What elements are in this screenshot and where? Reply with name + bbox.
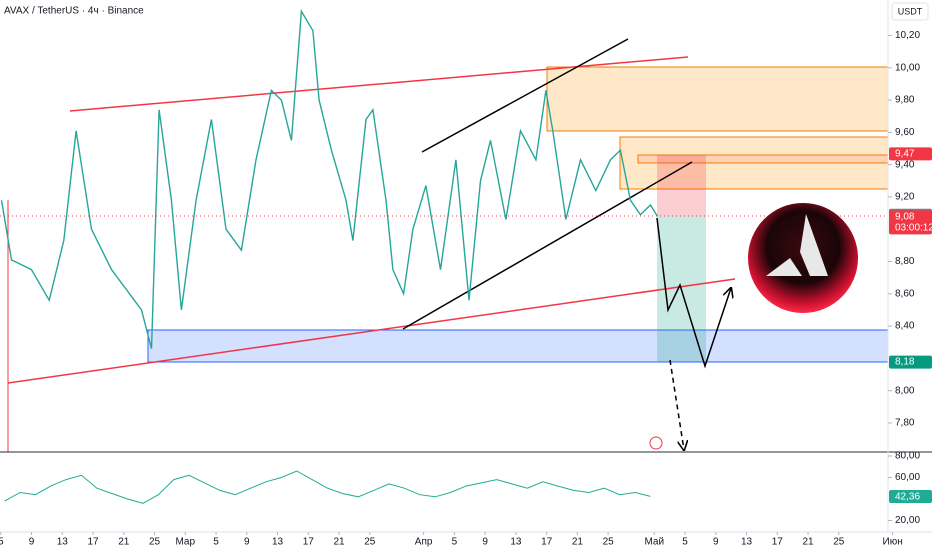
trendline	[7, 278, 736, 384]
x-tick-label: Май	[644, 537, 664, 548]
last-value-label: 42,36	[895, 492, 920, 503]
x-tick-label: 9	[29, 537, 35, 548]
x-tick-label: 17	[772, 537, 784, 548]
y-tick-label: 8,00	[895, 385, 915, 396]
price-label: 8,18	[895, 357, 915, 368]
x-tick-label: 5	[0, 537, 4, 548]
y-tick-label: 60,00	[895, 472, 920, 483]
supply-zone	[546, 66, 889, 132]
y-tick-label: 9,40	[895, 159, 915, 170]
x-tick-label: 13	[510, 537, 522, 548]
x-tick-label: Июн	[883, 537, 903, 548]
x-tick-label: 9	[713, 537, 719, 548]
last-value-bg	[889, 489, 932, 503]
x-tick-label: 25	[149, 537, 161, 548]
logo-mark	[766, 214, 828, 276]
drawings	[0, 38, 889, 452]
trendline	[69, 56, 689, 112]
x-tick-label: 5	[682, 537, 688, 548]
price-label: 9,47	[895, 148, 915, 159]
price-axis-bg	[888, 0, 932, 550]
y-tick-label: 80,00	[895, 451, 920, 462]
y-tick-label: 20,00	[895, 515, 920, 526]
x-tick-label: 25	[364, 537, 376, 548]
x-tick-label: 21	[118, 537, 130, 548]
chart-title: AVAX / TetherUS · 4ч · Binance	[4, 6, 144, 17]
y-tick-label: 9,60	[895, 127, 915, 138]
x-tick-label: 17	[87, 537, 99, 548]
avax-logo	[748, 203, 858, 313]
x-tick-label: 9	[244, 537, 250, 548]
y-tick-label: 8,60	[895, 288, 915, 299]
event-icon	[649, 436, 663, 450]
x-tick-label: 21	[572, 537, 584, 548]
x-tick-label: 5	[213, 537, 219, 548]
channel-line	[402, 161, 693, 330]
price-label-bg	[889, 147, 932, 161]
y-tick-label: 8,80	[895, 256, 915, 267]
rsi-line	[4, 470, 651, 504]
y-tick-label: 7,80	[895, 418, 915, 429]
x-tick-label: 17	[541, 537, 553, 548]
x-tick-label: 17	[303, 537, 315, 548]
price-line	[0, 9, 658, 349]
price-label-bg	[889, 210, 932, 235]
channel-line	[421, 38, 629, 153]
y-tick-label: 10,20	[895, 30, 920, 41]
x-tick-label: Мар	[175, 537, 195, 548]
price-label: 9,08	[895, 211, 915, 222]
x-tick-label: 25	[833, 537, 845, 548]
x-tick-label: 13	[57, 537, 69, 548]
y-tick-label: 9,20	[895, 192, 915, 203]
x-tick-label: 13	[272, 537, 284, 548]
x-tick-label: 21	[802, 537, 814, 548]
y-tick-label: 8,40	[895, 321, 915, 332]
y-tick-label: 9,80	[895, 95, 915, 106]
currency-button[interactable]	[891, 2, 929, 21]
demand-zone	[147, 329, 889, 363]
x-tick-label: 13	[741, 537, 753, 548]
x-tick-label: 21	[333, 537, 345, 548]
x-tick-label: 9	[482, 537, 488, 548]
projection-path	[656, 217, 731, 369]
y-tick-label: 10,00	[895, 62, 920, 73]
projection-arrow	[669, 359, 684, 450]
x-tick-label: 5	[452, 537, 458, 548]
stop-zone	[657, 155, 706, 216]
x-tick-label: Апр	[415, 537, 433, 548]
countdown: 03:00:12	[895, 222, 932, 233]
price-label-bg	[889, 355, 932, 369]
x-tick-label: 25	[603, 537, 615, 548]
currency[interactable]: USDT	[898, 6, 923, 16]
